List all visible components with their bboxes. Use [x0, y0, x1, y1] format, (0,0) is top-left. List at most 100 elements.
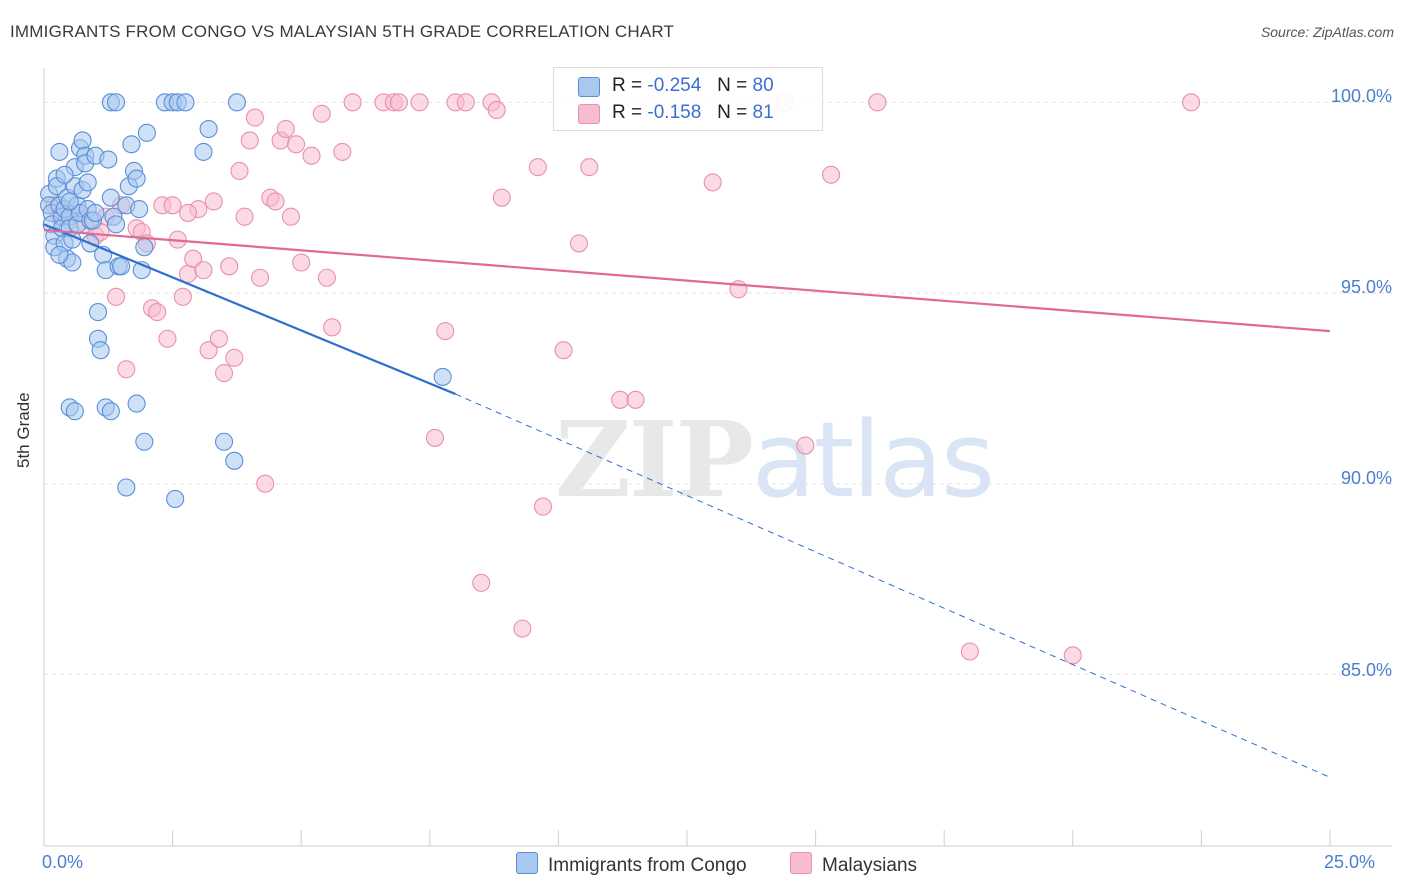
malaysians-point-28 — [214, 364, 234, 383]
congo-point-59 — [106, 93, 126, 112]
watermark-zip: ZIP — [555, 398, 754, 521]
series-swatch-congo — [516, 852, 538, 874]
congo-point-8 — [50, 142, 69, 161]
malaysians-points — [45, 93, 1201, 665]
congo-points — [40, 93, 452, 509]
source-label: Source: ZipAtlas.com — [1260, 24, 1394, 40]
malaysians-point-24 — [194, 261, 213, 280]
series-legend-malaysians: Malaysians — [790, 852, 917, 877]
congo-point-65 — [166, 489, 185, 509]
congo-point-57 — [101, 402, 120, 421]
legend-r-value-congo: -0.254 — [647, 75, 702, 96]
y-tick-label-85: 85.0% — [1340, 660, 1392, 680]
stats-legend: R = -0.254 N = 80 R = -0.158 N = 81 — [553, 67, 823, 131]
congo-point-54 — [135, 238, 154, 257]
series-legend-congo: Immigrants from Congo — [516, 852, 747, 877]
malaysians-point-54 — [436, 322, 455, 341]
congo-point-77 — [55, 165, 74, 184]
malaysians-point-27 — [209, 329, 228, 348]
malaysians-point-66 — [580, 158, 599, 177]
legend-r-value-malaysians: -0.158 — [647, 102, 702, 123]
congo-point-69 — [199, 119, 218, 139]
congo-point-78 — [60, 192, 79, 211]
malaysians-point-59 — [487, 100, 506, 120]
congo-point-44 — [106, 215, 126, 234]
congo-point-51 — [127, 169, 146, 188]
congo-point-67 — [176, 93, 195, 112]
series-swatch-malaysians — [790, 852, 812, 874]
malaysians-point-33 — [245, 108, 264, 127]
malaysians-point-73 — [821, 165, 841, 184]
malaysians-point-41 — [287, 135, 306, 154]
malaysians-point-15 — [148, 303, 167, 322]
legend-n-value-malaysians: 81 — [752, 102, 774, 123]
malaysians-point-77 — [1182, 93, 1201, 112]
congo-trend-extension — [455, 393, 1331, 778]
x-tick-label-max: 25.0% — [1324, 852, 1376, 872]
malaysians-point-53 — [425, 428, 444, 447]
malaysians-point-76 — [1063, 646, 1082, 665]
legend-n-label: N = — [717, 102, 748, 123]
malaysians-point-42 — [292, 253, 311, 272]
malaysians-point-57 — [472, 573, 491, 592]
congo-point-71 — [225, 451, 244, 470]
y-tick-label-100: 100.0% — [1330, 86, 1392, 106]
congo-point-70 — [214, 432, 234, 451]
trend-lines — [43, 223, 1331, 778]
congo-point-30 — [78, 173, 97, 192]
congo-point-52 — [130, 200, 149, 219]
congo-trend-line — [43, 223, 456, 396]
legend-swatch-congo — [578, 77, 600, 97]
malaysians-point-25 — [199, 341, 218, 360]
congo-point-68 — [194, 142, 213, 161]
series-name-congo: Immigrants from Congo — [548, 855, 747, 876]
y-tick-label-95: 95.0% — [1340, 277, 1392, 297]
legend-n-value-congo: 80 — [752, 75, 774, 96]
malaysians-point-26 — [204, 192, 223, 211]
malaysians-point-37 — [266, 192, 285, 211]
congo-point-26 — [73, 131, 92, 150]
malaysians-point-20 — [173, 287, 192, 306]
malaysians-point-79 — [178, 203, 198, 222]
congo-point-62 — [135, 432, 154, 451]
malaysians-point-39 — [276, 119, 295, 139]
malaysians-point-67 — [611, 390, 630, 409]
malaysians-point-75 — [960, 642, 979, 661]
malaysians-point-30 — [225, 348, 244, 367]
congo-point-35 — [86, 203, 105, 222]
malaysians-point-61 — [513, 619, 532, 638]
malaysians-point-8 — [106, 287, 126, 306]
malaysians-point-72 — [796, 436, 815, 455]
legend-r-label: R = — [612, 75, 643, 96]
malaysians-point-56 — [456, 93, 475, 112]
y-tick-label-90: 90.0% — [1340, 468, 1392, 488]
legend-swatch-malaysians — [578, 104, 600, 124]
x-tick-label-min: 0.0% — [42, 852, 84, 872]
malaysians-point-68 — [626, 390, 645, 409]
congo-point-72 — [227, 93, 246, 112]
malaysians-point-29 — [220, 257, 239, 276]
y-axis-label: 5th Grade — [14, 392, 33, 468]
malaysians-point-74 — [868, 93, 887, 112]
malaysians-point-40 — [281, 207, 300, 226]
malaysians-point-46 — [323, 318, 342, 337]
malaysians-point-32 — [240, 131, 259, 150]
malaysians-point-65 — [569, 234, 589, 253]
malaysians-point-51 — [389, 93, 408, 112]
malaysians-point-63 — [533, 497, 553, 516]
legend-r-label: R = — [612, 102, 643, 123]
congo-point-76 — [50, 245, 69, 264]
malaysians-point-31 — [230, 161, 249, 181]
malaysians-point-34 — [250, 268, 270, 287]
malaysians-point-64 — [554, 341, 573, 360]
malaysians-point-18 — [163, 196, 182, 215]
congo-point-42 — [101, 188, 120, 207]
malaysians-point-21 — [178, 264, 198, 283]
congo-point-73 — [433, 367, 452, 386]
watermark-atlas: atlas — [751, 399, 995, 521]
congo-point-38 — [91, 341, 110, 360]
malaysians-point-44 — [312, 104, 331, 123]
malaysians-point-80 — [235, 207, 254, 226]
malaysians-point-35 — [256, 474, 275, 493]
